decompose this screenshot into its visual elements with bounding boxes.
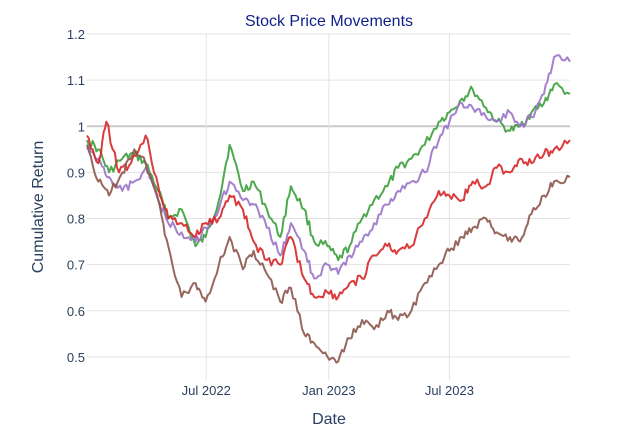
- series-line-purple: [86, 54, 571, 280]
- x-axis-ticks: Jul 2022 Jan 2023 Jul 2023: [182, 383, 474, 398]
- y-tick-label: 0.9: [67, 165, 85, 180]
- y-tick-label: 0.7: [67, 258, 85, 273]
- y-tick-label: 1.1: [67, 73, 85, 88]
- series-line-brown: [86, 144, 571, 364]
- y-tick-label: 0.8: [67, 212, 85, 227]
- y-axis-ticks: 0.5 0.6 0.7 0.8 0.9 1 1.1 1.2: [67, 27, 85, 365]
- y-tick-label: 0.5: [67, 350, 85, 365]
- x-axis-title: Date: [312, 411, 346, 428]
- y-tick-label: 1.2: [67, 27, 85, 42]
- series-line-green: [86, 81, 571, 262]
- series-layer: [86, 54, 571, 364]
- x-tick-label: Jul 2022: [182, 383, 231, 398]
- x-tick-label: Jul 2023: [425, 383, 474, 398]
- y-tick-label: 1: [78, 119, 85, 134]
- y-tick-label: 0.6: [67, 304, 85, 319]
- y-axis-title: Cumulative Return: [30, 141, 47, 274]
- series-line-red: [86, 120, 571, 301]
- x-tick-label: Jan 2023: [302, 383, 356, 398]
- chart-title: Stock Price Movements: [245, 13, 413, 30]
